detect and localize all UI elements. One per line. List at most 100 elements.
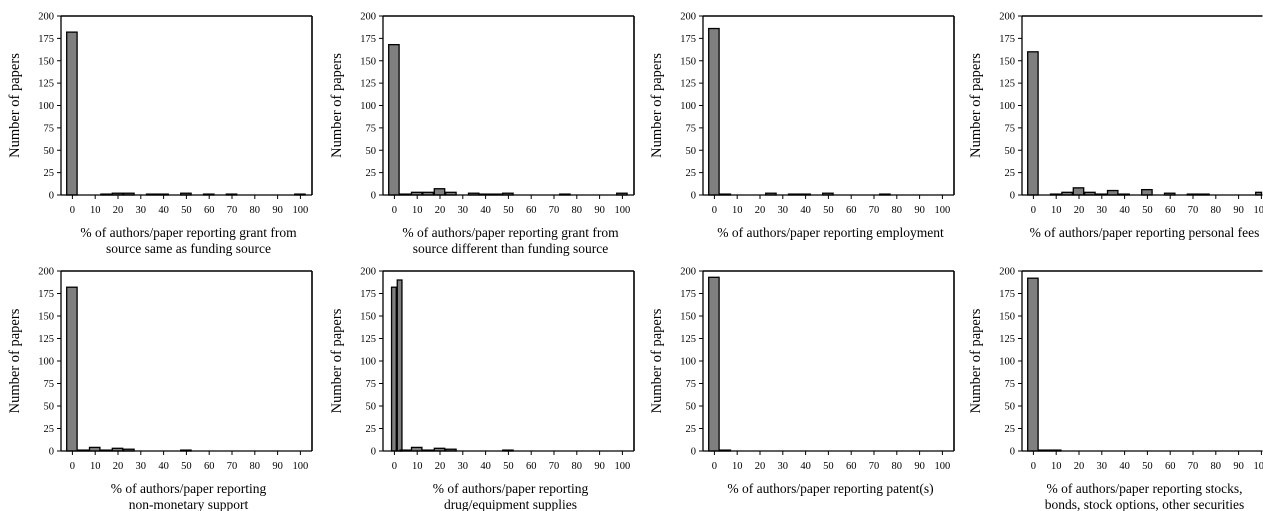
x-tick-label: 50 — [823, 461, 834, 472]
y-tick-label: 0 — [691, 191, 696, 202]
histogram-panel-7: 0 25 50 75 100 125 150 175 200 0 10 20 30 40 50 60 70 80 9… — [649, 267, 955, 496]
y-tick-label: 75 — [1005, 123, 1016, 134]
x-tick-label: 100 — [615, 461, 631, 472]
y-tick-label: 0 — [691, 447, 696, 458]
y-tick-label: 0 — [49, 447, 54, 458]
histogram-panel-8: 0 25 50 75 100 125 150 175 200 0 10 20 30 40 50 60 70 80 9… — [968, 267, 1263, 511]
histogram-bar — [1106, 189, 1119, 196]
x-tick-label: 60 — [846, 205, 857, 216]
histogram-panel-6: 0 25 50 75 100 125 150 175 200 0 10 20 30 40 50 60 70 80 9… — [329, 267, 635, 511]
x-tick-label: 40 — [480, 205, 491, 216]
y-tick-label: 200 — [38, 267, 54, 278]
y-tick-label: 25 — [44, 168, 55, 179]
x-tick-label: 20 — [113, 461, 124, 472]
y-tick-label: 50 — [1005, 146, 1016, 157]
histogram-bar — [388, 43, 400, 196]
y-tick-label: 25 — [366, 168, 377, 179]
x-tick-label: 40 — [800, 461, 811, 472]
x-tick-label: 50 — [181, 205, 192, 216]
y-tick-label: 150 — [360, 56, 376, 67]
x-axis-label: % of authors/paper reporting — [433, 481, 589, 496]
x-tick-label: 20 — [113, 205, 124, 216]
x-tick-label: 20 — [1074, 205, 1085, 216]
histogram-bar — [390, 286, 397, 452]
x-tick-label: 30 — [1097, 205, 1108, 216]
y-tick-label: 25 — [366, 424, 377, 435]
x-tick-label: 0 — [712, 205, 717, 216]
y-tick-label: 200 — [38, 12, 54, 23]
y-tick-label: 125 — [680, 334, 696, 345]
x-tick-label: 10 — [412, 205, 423, 216]
x-tick-label: 30 — [458, 205, 469, 216]
y-axis-label: Number of papers — [968, 53, 984, 158]
y-axis-label: Number of papers — [329, 53, 345, 158]
histogram-panel-2: 0 25 50 75 100 125 150 175 200 0 10 20 30 40 50 60 70 80 9… — [329, 12, 635, 256]
y-tick-label: 100 — [999, 101, 1015, 112]
y-tick-label: 100 — [38, 357, 54, 368]
x-tick-label: 80 — [892, 205, 903, 216]
x-tick-label: 60 — [204, 461, 215, 472]
x-tick-label: 0 — [70, 461, 75, 472]
histogram-panel-5: 0 25 50 75 100 125 150 175 200 0 10 20 30 40 50 60 70 80 9… — [7, 267, 313, 511]
y-tick-label: 0 — [1010, 447, 1015, 458]
x-tick-label: 80 — [1211, 461, 1222, 472]
y-tick-label: 100 — [360, 357, 376, 368]
x-axis-label: % of authors/paper reporting grant from — [80, 225, 297, 240]
y-tick-label: 125 — [999, 334, 1015, 345]
y-tick-label: 75 — [1005, 379, 1016, 390]
x-tick-label: 40 — [158, 205, 169, 216]
x-tick-label: 90 — [594, 205, 605, 216]
x-tick-label: 10 — [90, 205, 101, 216]
y-tick-label: 25 — [1005, 168, 1016, 179]
x-tick-label: 70 — [869, 205, 880, 216]
x-tick-label: 30 — [778, 461, 789, 472]
y-tick-label: 100 — [680, 357, 696, 368]
x-tick-label: 40 — [800, 205, 811, 216]
x-axis-label: % of authors/paper reporting personal fe… — [1030, 225, 1260, 240]
x-tick-label: 70 — [227, 205, 238, 216]
histogram-bar — [433, 188, 446, 196]
x-tick-label: 90 — [1233, 461, 1244, 472]
x-tick-label: 70 — [549, 461, 560, 472]
histogram-bar — [66, 31, 78, 196]
x-tick-label: 80 — [572, 205, 583, 216]
x-tick-label: 100 — [935, 205, 951, 216]
y-tick-label: 175 — [38, 289, 54, 300]
x-tick-label: 30 — [136, 205, 147, 216]
x-tick-label: 0 — [392, 461, 397, 472]
x-tick-label: 30 — [778, 205, 789, 216]
y-tick-label: 125 — [360, 79, 376, 90]
x-tick-label: 80 — [1211, 205, 1222, 216]
x-tick-label: 100 — [935, 461, 951, 472]
y-tick-label: 75 — [44, 123, 55, 134]
y-tick-label: 25 — [686, 424, 697, 435]
x-axis-label: % of authors/paper reporting stocks, — [1046, 481, 1242, 496]
x-tick-label: 60 — [846, 461, 857, 472]
histogram-bar — [66, 286, 78, 452]
y-axis-label: Number of papers — [7, 308, 23, 413]
y-tick-label: 150 — [680, 312, 696, 323]
y-tick-label: 0 — [371, 191, 376, 202]
x-tick-label: 80 — [572, 461, 583, 472]
x-tick-label: 40 — [1119, 205, 1130, 216]
y-tick-label: 50 — [44, 146, 55, 157]
x-tick-label: 90 — [272, 461, 283, 472]
x-tick-label: 20 — [755, 461, 766, 472]
y-tick-label: 75 — [686, 123, 697, 134]
y-axis-label: Number of papers — [7, 53, 23, 158]
y-tick-label: 50 — [366, 146, 377, 157]
y-axis-label: Number of papers — [649, 308, 665, 413]
histogram-bar — [708, 276, 720, 452]
y-tick-label: 175 — [999, 34, 1015, 45]
x-tick-label: 100 — [293, 205, 309, 216]
histogram-bar — [1027, 51, 1039, 196]
histogram-bar — [396, 279, 403, 452]
y-tick-label: 125 — [38, 79, 54, 90]
y-tick-label: 100 — [38, 101, 54, 112]
y-tick-label: 175 — [38, 34, 54, 45]
y-tick-label: 200 — [360, 267, 376, 278]
y-tick-label: 200 — [999, 12, 1015, 23]
x-tick-label: 0 — [392, 205, 397, 216]
histogram-panel-4: 0 25 50 75 100 125 150 175 200 0 10 20 30 40 50 60 70 80 9… — [968, 12, 1263, 241]
y-tick-label: 50 — [686, 146, 697, 157]
